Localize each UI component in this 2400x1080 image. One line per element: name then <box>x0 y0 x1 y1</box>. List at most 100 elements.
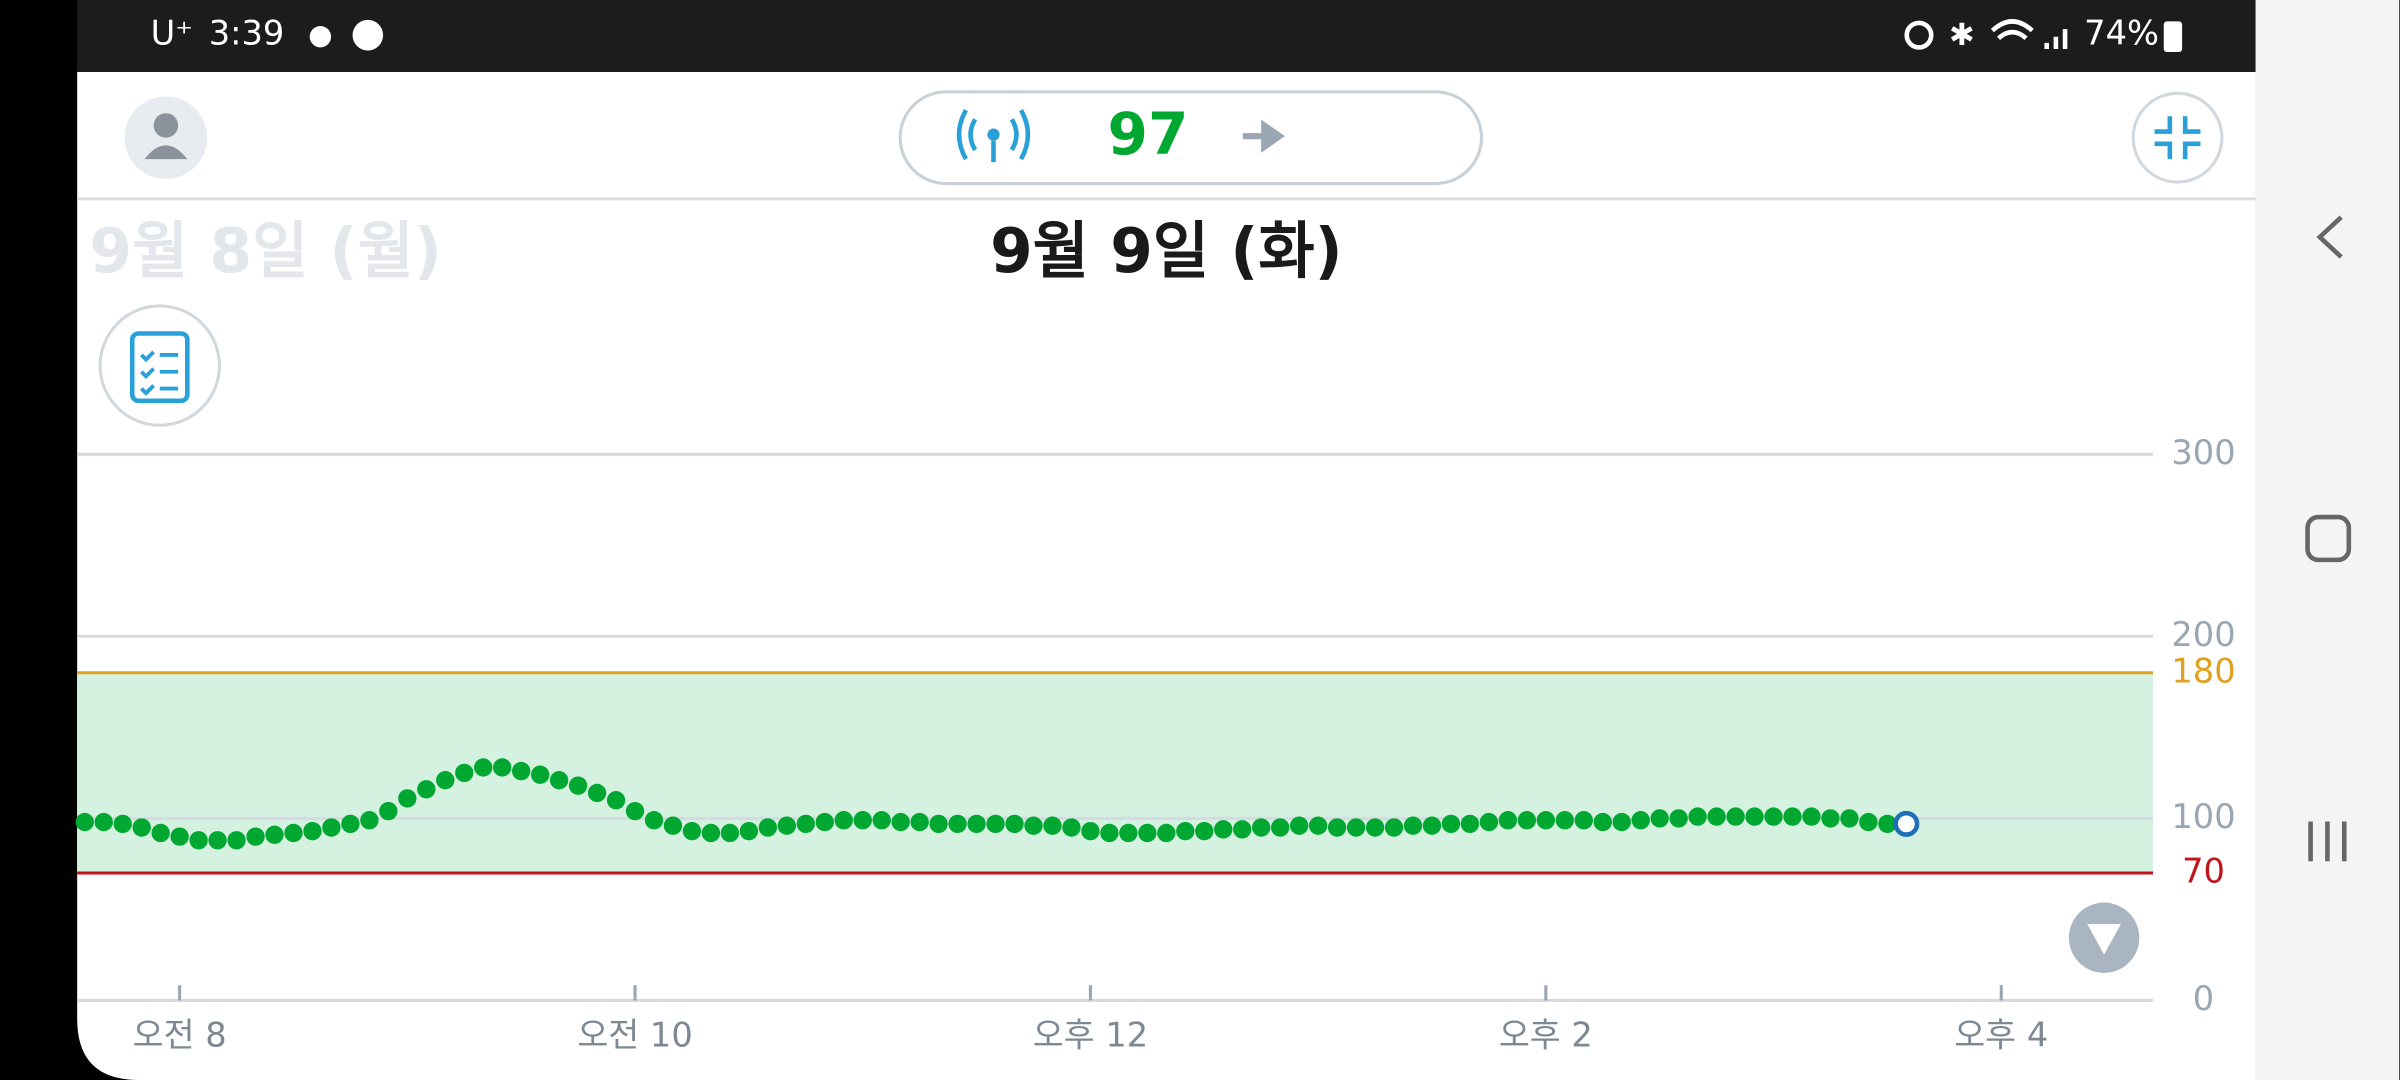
point <box>1498 811 1518 830</box>
point <box>1460 814 1480 834</box>
y-tick-label: 0 <box>2193 979 2214 1018</box>
current-reading: 97 <box>1108 100 1189 168</box>
point <box>455 763 474 783</box>
point <box>284 823 303 843</box>
point <box>1650 809 1669 828</box>
nav-bar <box>2255 0 2400 1080</box>
target-label: 70 <box>2182 852 2225 891</box>
clipboard-icon <box>129 331 190 404</box>
x-tick-label: 오전 10 <box>577 1016 692 1055</box>
point <box>1821 809 1840 828</box>
point <box>1252 818 1271 837</box>
y-tick-label: 200 <box>2171 615 2235 654</box>
reading-pill[interactable] <box>898 90 1484 186</box>
point <box>1631 811 1650 830</box>
point <box>1214 820 1233 839</box>
point <box>1176 821 1195 841</box>
point <box>967 814 986 834</box>
point <box>872 811 891 830</box>
point <box>493 758 512 777</box>
point <box>701 823 721 843</box>
point <box>1138 823 1157 843</box>
point <box>948 814 967 834</box>
point <box>1536 811 1556 830</box>
point <box>549 771 569 790</box>
point <box>1384 818 1404 837</box>
point <box>606 791 626 810</box>
point <box>474 758 493 777</box>
point <box>910 812 929 832</box>
point <box>113 814 132 834</box>
alarm-icon <box>1904 20 1934 50</box>
clock: 3:39 <box>209 14 285 53</box>
point <box>1574 811 1593 830</box>
point <box>303 821 322 841</box>
point <box>1669 809 1688 828</box>
point <box>1289 816 1309 835</box>
point <box>1043 816 1062 835</box>
target-range <box>77 672 2154 874</box>
point <box>170 827 189 846</box>
x-tick-label: 오후 4 <box>1954 1016 2048 1055</box>
point <box>75 812 94 832</box>
current-date: 9월 9일 (화) <box>990 216 1342 287</box>
point <box>341 814 360 834</box>
point <box>379 801 398 821</box>
profile-icon <box>144 145 188 160</box>
point <box>587 783 607 803</box>
collapse-button[interactable] <box>2131 91 2224 184</box>
point <box>151 823 170 843</box>
nav-recents[interactable] <box>2308 821 2347 862</box>
point <box>815 812 834 832</box>
point <box>1707 807 1726 826</box>
glucose-chart: 0 100 200 300 180 70 오전 8 오전 10 오후 12 오후 2 오후 4 <box>75 433 2236 1055</box>
clipboard-icon <box>140 350 179 396</box>
collapse-icon <box>2154 116 2201 160</box>
y-tick-label: 300 <box>2171 433 2235 472</box>
point <box>1062 818 1081 837</box>
point <box>132 818 151 837</box>
point <box>682 821 702 841</box>
point <box>777 816 797 835</box>
point <box>929 814 948 834</box>
point <box>1271 818 1290 837</box>
point <box>208 831 227 850</box>
previous-date[interactable]: 9월 8일 (월) <box>89 216 441 287</box>
point <box>1517 811 1537 830</box>
x-tick-label: 오후 2 <box>1499 1016 1593 1055</box>
point <box>1100 823 1119 843</box>
point <box>625 801 645 821</box>
point <box>1688 807 1707 826</box>
battery-icon <box>2163 21 2183 53</box>
y-tick-label: 100 <box>2171 797 2235 836</box>
signal-icon <box>2044 29 2068 49</box>
point <box>398 789 417 808</box>
point <box>322 818 341 837</box>
point <box>360 811 379 830</box>
point <box>1403 816 1423 835</box>
nav-home[interactable] <box>2305 514 2352 563</box>
profile-icon <box>153 113 179 138</box>
point <box>246 827 265 846</box>
log-button[interactable] <box>98 304 221 427</box>
notification-icon <box>352 19 384 51</box>
point <box>986 814 1005 834</box>
point <box>1479 812 1499 832</box>
point <box>1308 816 1328 835</box>
point <box>1612 812 1631 832</box>
point <box>1726 807 1745 826</box>
point <box>1593 812 1612 832</box>
scroll-down-icon <box>2087 923 2121 955</box>
x-tick-label: 오전 8 <box>133 1016 227 1055</box>
point <box>720 823 740 843</box>
nav-back[interactable] <box>2316 215 2343 259</box>
point <box>94 812 113 832</box>
trend-arrow <box>1242 119 1285 153</box>
point <box>1840 809 1859 828</box>
sensor-icon <box>987 128 1000 141</box>
point <box>1346 818 1366 837</box>
point <box>530 765 550 784</box>
point <box>644 811 664 830</box>
point <box>227 831 246 850</box>
